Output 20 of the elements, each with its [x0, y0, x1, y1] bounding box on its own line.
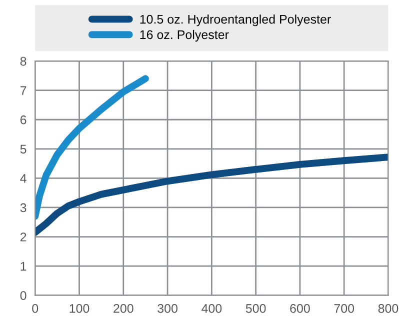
x-tick-label: 500	[246, 304, 266, 313]
x-tick-label: 300	[158, 304, 178, 313]
y-tick-label: 2	[20, 232, 26, 242]
y-tick-label: 5	[20, 144, 26, 154]
x-tick-label: 100	[70, 304, 90, 313]
y-tick-label: 3	[20, 203, 26, 212]
x-tick-label: 800	[378, 304, 398, 313]
y-tick-label: 7	[20, 86, 26, 95]
x-tick-label: 200	[114, 304, 134, 313]
x-tick-label: 400	[202, 304, 222, 313]
x-tick-label: 700	[334, 304, 354, 313]
y-tick-label: 4	[20, 174, 26, 183]
y-tick-label: 1	[20, 262, 26, 271]
y-tick-label: 0	[20, 291, 26, 300]
x-tick-label: 600	[290, 304, 310, 313]
x-tick-label: 0	[32, 304, 38, 313]
legend-label: 10.5 oz. Hydroentangled Polyester	[140, 14, 331, 26]
y-tick-label: 6	[20, 115, 26, 124]
y-tick-label: 8	[20, 56, 26, 66]
legend-label: 16 oz. Polyester	[140, 30, 229, 42]
